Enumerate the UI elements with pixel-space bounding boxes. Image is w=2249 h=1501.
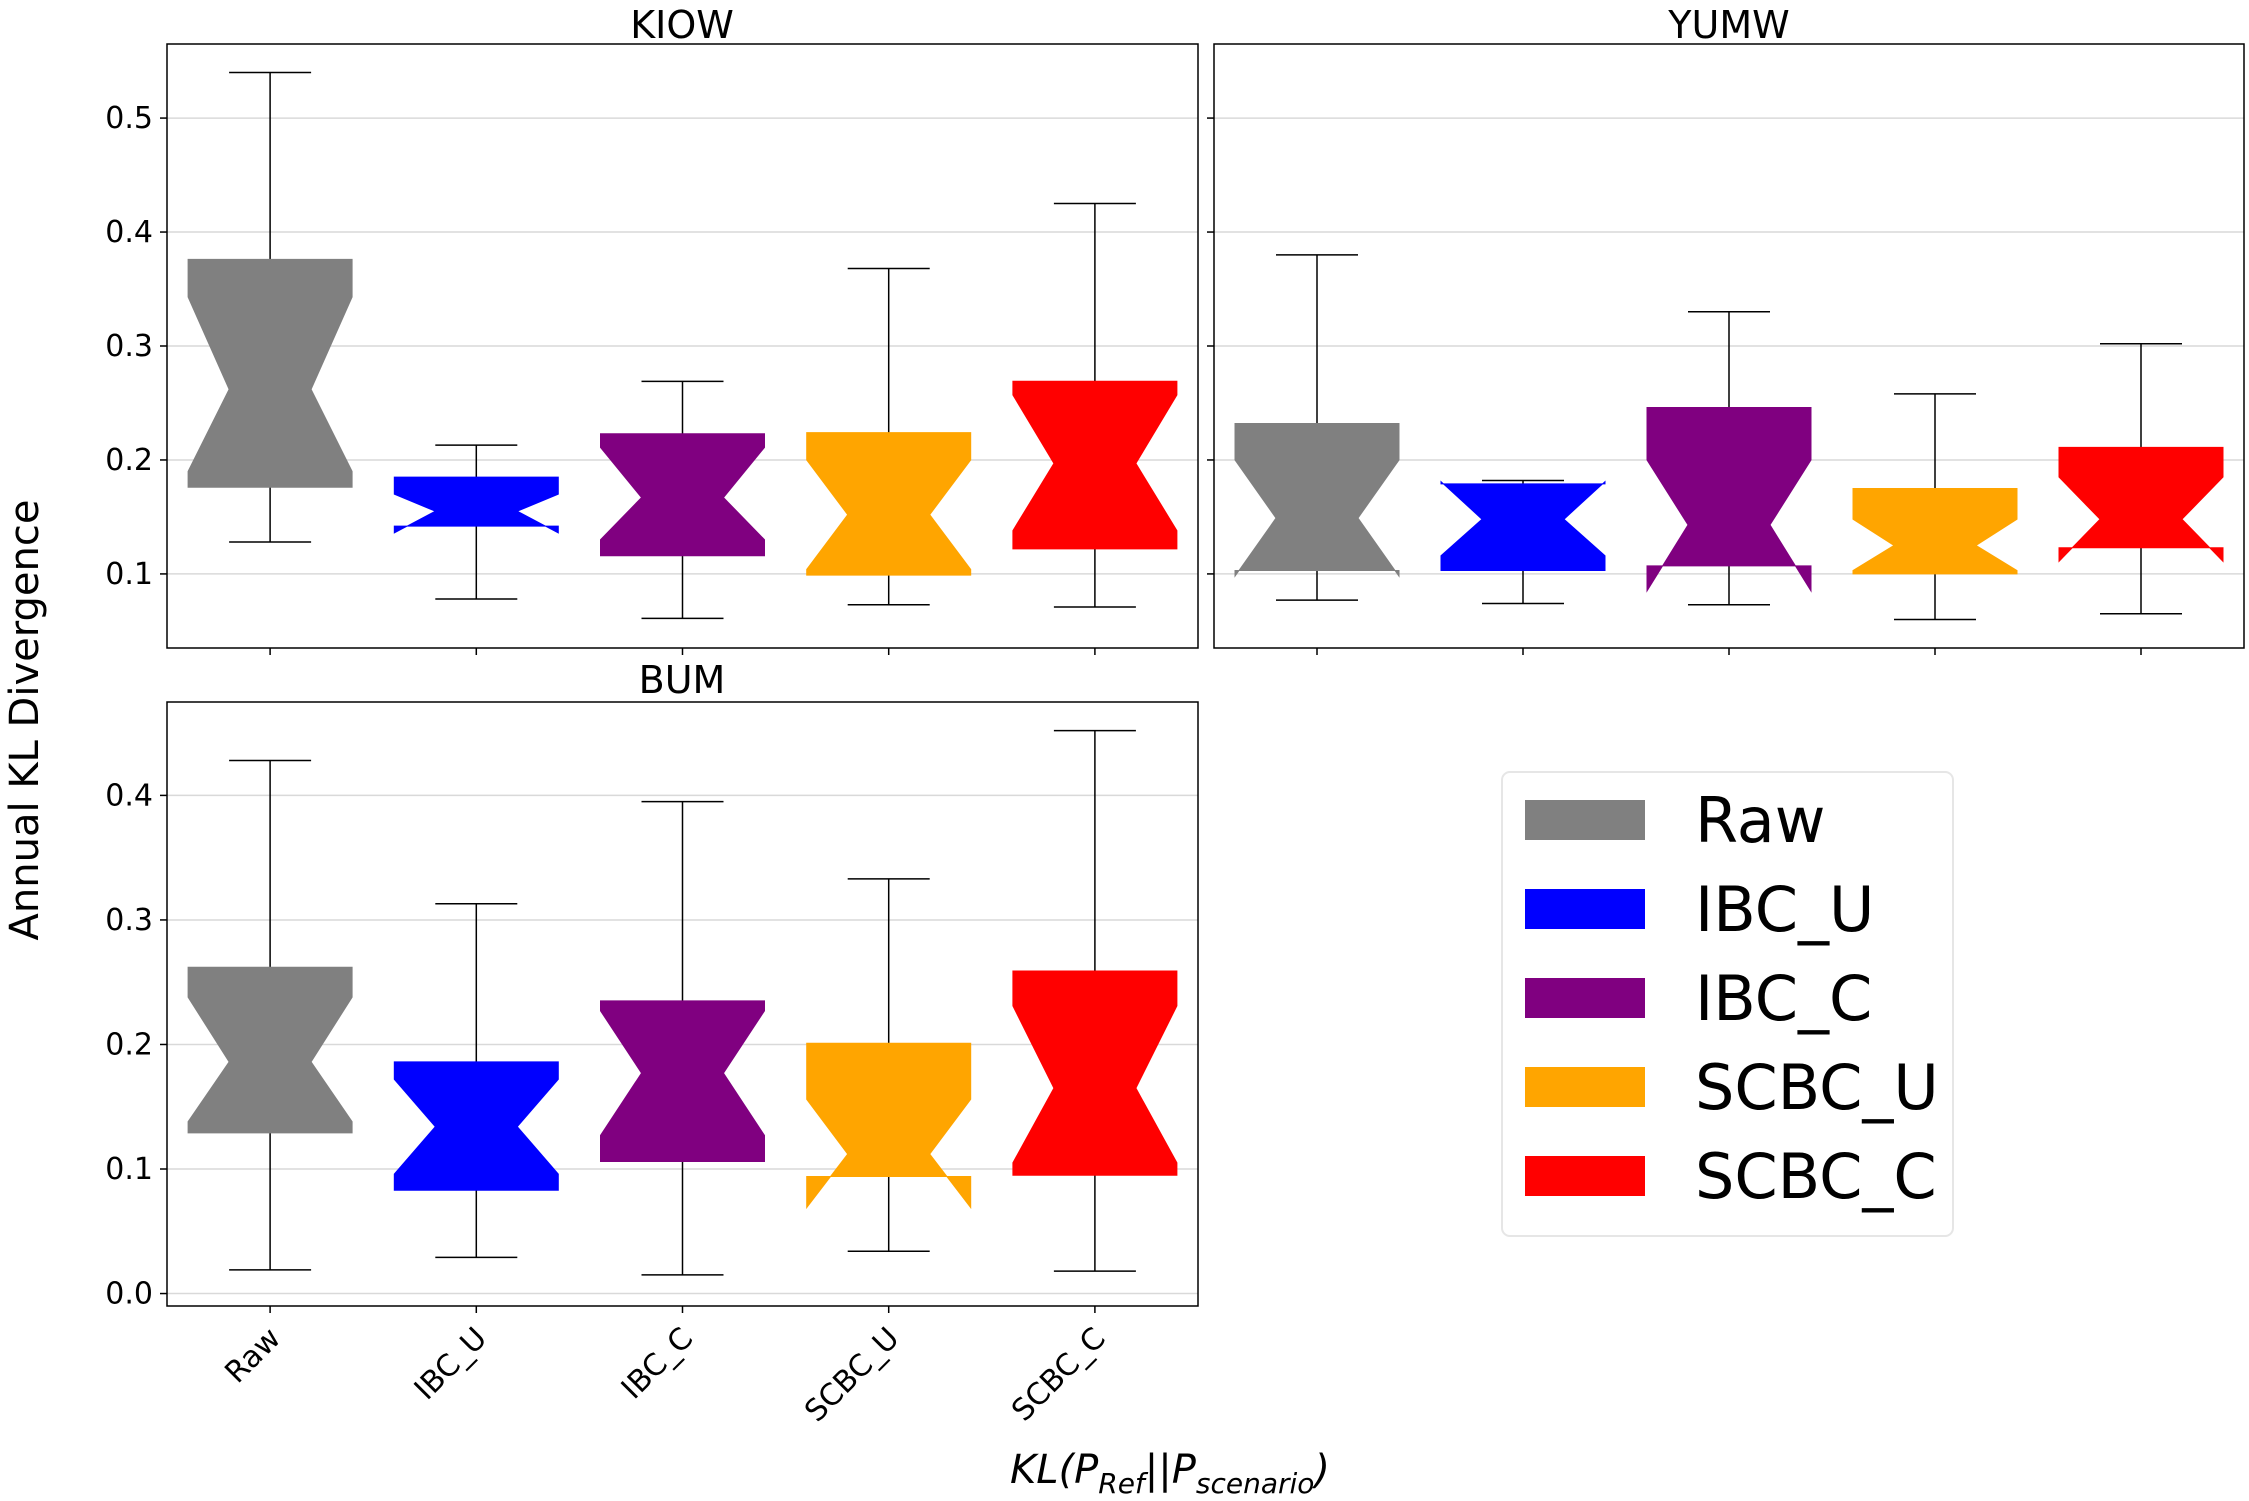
y-tick-label: 0.1 xyxy=(105,1152,153,1187)
x-tick-label-scbc-u: SCBC_U xyxy=(798,1321,906,1429)
legend-swatch-scbc-u xyxy=(1525,1067,1645,1107)
panel-frame xyxy=(166,701,1199,1307)
legend-label-ibc-u: IBC_U xyxy=(1695,873,1874,946)
legend-swatch-ibc-u xyxy=(1525,889,1645,929)
legend-swatch-raw xyxy=(1525,800,1645,840)
legend-label-ibc-c: IBC_C xyxy=(1695,962,1872,1035)
box-ibc-u xyxy=(393,1061,559,1191)
x-axis-label-sub-scenario: scenario xyxy=(1196,1467,1315,1500)
box-scbc-u xyxy=(1852,488,2018,575)
legend: Raw IBC_U IBC_C SCBC_U SCBC_C xyxy=(1501,771,1954,1237)
panel-title-kiow: KIOW xyxy=(630,3,734,47)
legend-label-raw: Raw xyxy=(1695,784,1825,857)
legend-label-scbc-c: SCBC_C xyxy=(1695,1140,1937,1213)
box-ibc-c xyxy=(600,433,765,557)
legend-frame xyxy=(1501,771,1954,1237)
panel-frame xyxy=(1213,43,2245,649)
y-tick-label: 0.2 xyxy=(105,443,153,478)
y-axis-label: Annual KL Divergence xyxy=(2,500,48,941)
box-raw xyxy=(1234,423,1400,578)
x-axis-label-main: KL(P xyxy=(1010,1447,1099,1493)
y-tick-label: 0.1 xyxy=(105,557,153,592)
panel-bum: 0.0 0.1 0.2 0.3 0.4 Raw IBC_U IBC_C SCBC_U SCBC_C xyxy=(105,701,1199,1429)
x-axis-label: KL(PRef||Pscenario) xyxy=(1010,1447,1330,1500)
y-tick-label: 0.4 xyxy=(105,215,153,250)
box-scbc-u xyxy=(806,1042,972,1210)
y-tick-label: 0.2 xyxy=(105,1027,153,1062)
box-scbc-u xyxy=(806,432,972,576)
x-tick-label-ibc-c: IBC_C xyxy=(615,1321,700,1406)
y-tick-label: 0.3 xyxy=(105,903,153,938)
x-tick-label-ibc-u: IBC_U xyxy=(408,1321,494,1407)
box-ibc-c xyxy=(1646,407,1812,593)
y-tick-label: 0.3 xyxy=(105,329,153,364)
box-ibc-u xyxy=(393,476,559,534)
panel-yumw xyxy=(1207,43,2245,655)
legend-label-scbc-u: SCBC_U xyxy=(1695,1051,1939,1124)
box-scbc-c xyxy=(1012,380,1178,550)
y-tick-label: 0.5 xyxy=(105,101,153,136)
box-ibc-u xyxy=(1440,480,1606,571)
x-tick-label-scbc-c: SCBC_C xyxy=(1005,1321,1112,1428)
panel-frame xyxy=(166,43,1199,649)
y-tick-label: 0.4 xyxy=(105,778,153,813)
x-axis-label-mid: ||P xyxy=(1145,1447,1197,1493)
x-tick-label-raw: Raw xyxy=(218,1321,287,1390)
x-axis-label-sub-ref: Ref xyxy=(1098,1467,1149,1500)
box-raw xyxy=(187,966,353,1134)
legend-swatch-ibc-c xyxy=(1525,978,1645,1018)
box-scbc-c xyxy=(2058,446,2224,563)
panel-title-bum: BUM xyxy=(639,658,726,702)
box-scbc-c xyxy=(1012,970,1178,1176)
x-axis-label-end: ) xyxy=(1311,1447,1330,1493)
box-ibc-c xyxy=(600,1000,765,1162)
panel-kiow: 0.1 0.2 0.3 0.4 0.5 xyxy=(105,43,1199,655)
panel-title-yumw: YUMW xyxy=(1667,3,1789,47)
legend-swatch-scbc-c xyxy=(1525,1156,1645,1196)
y-tick-label: 0.0 xyxy=(105,1277,153,1312)
box-raw xyxy=(187,258,353,488)
